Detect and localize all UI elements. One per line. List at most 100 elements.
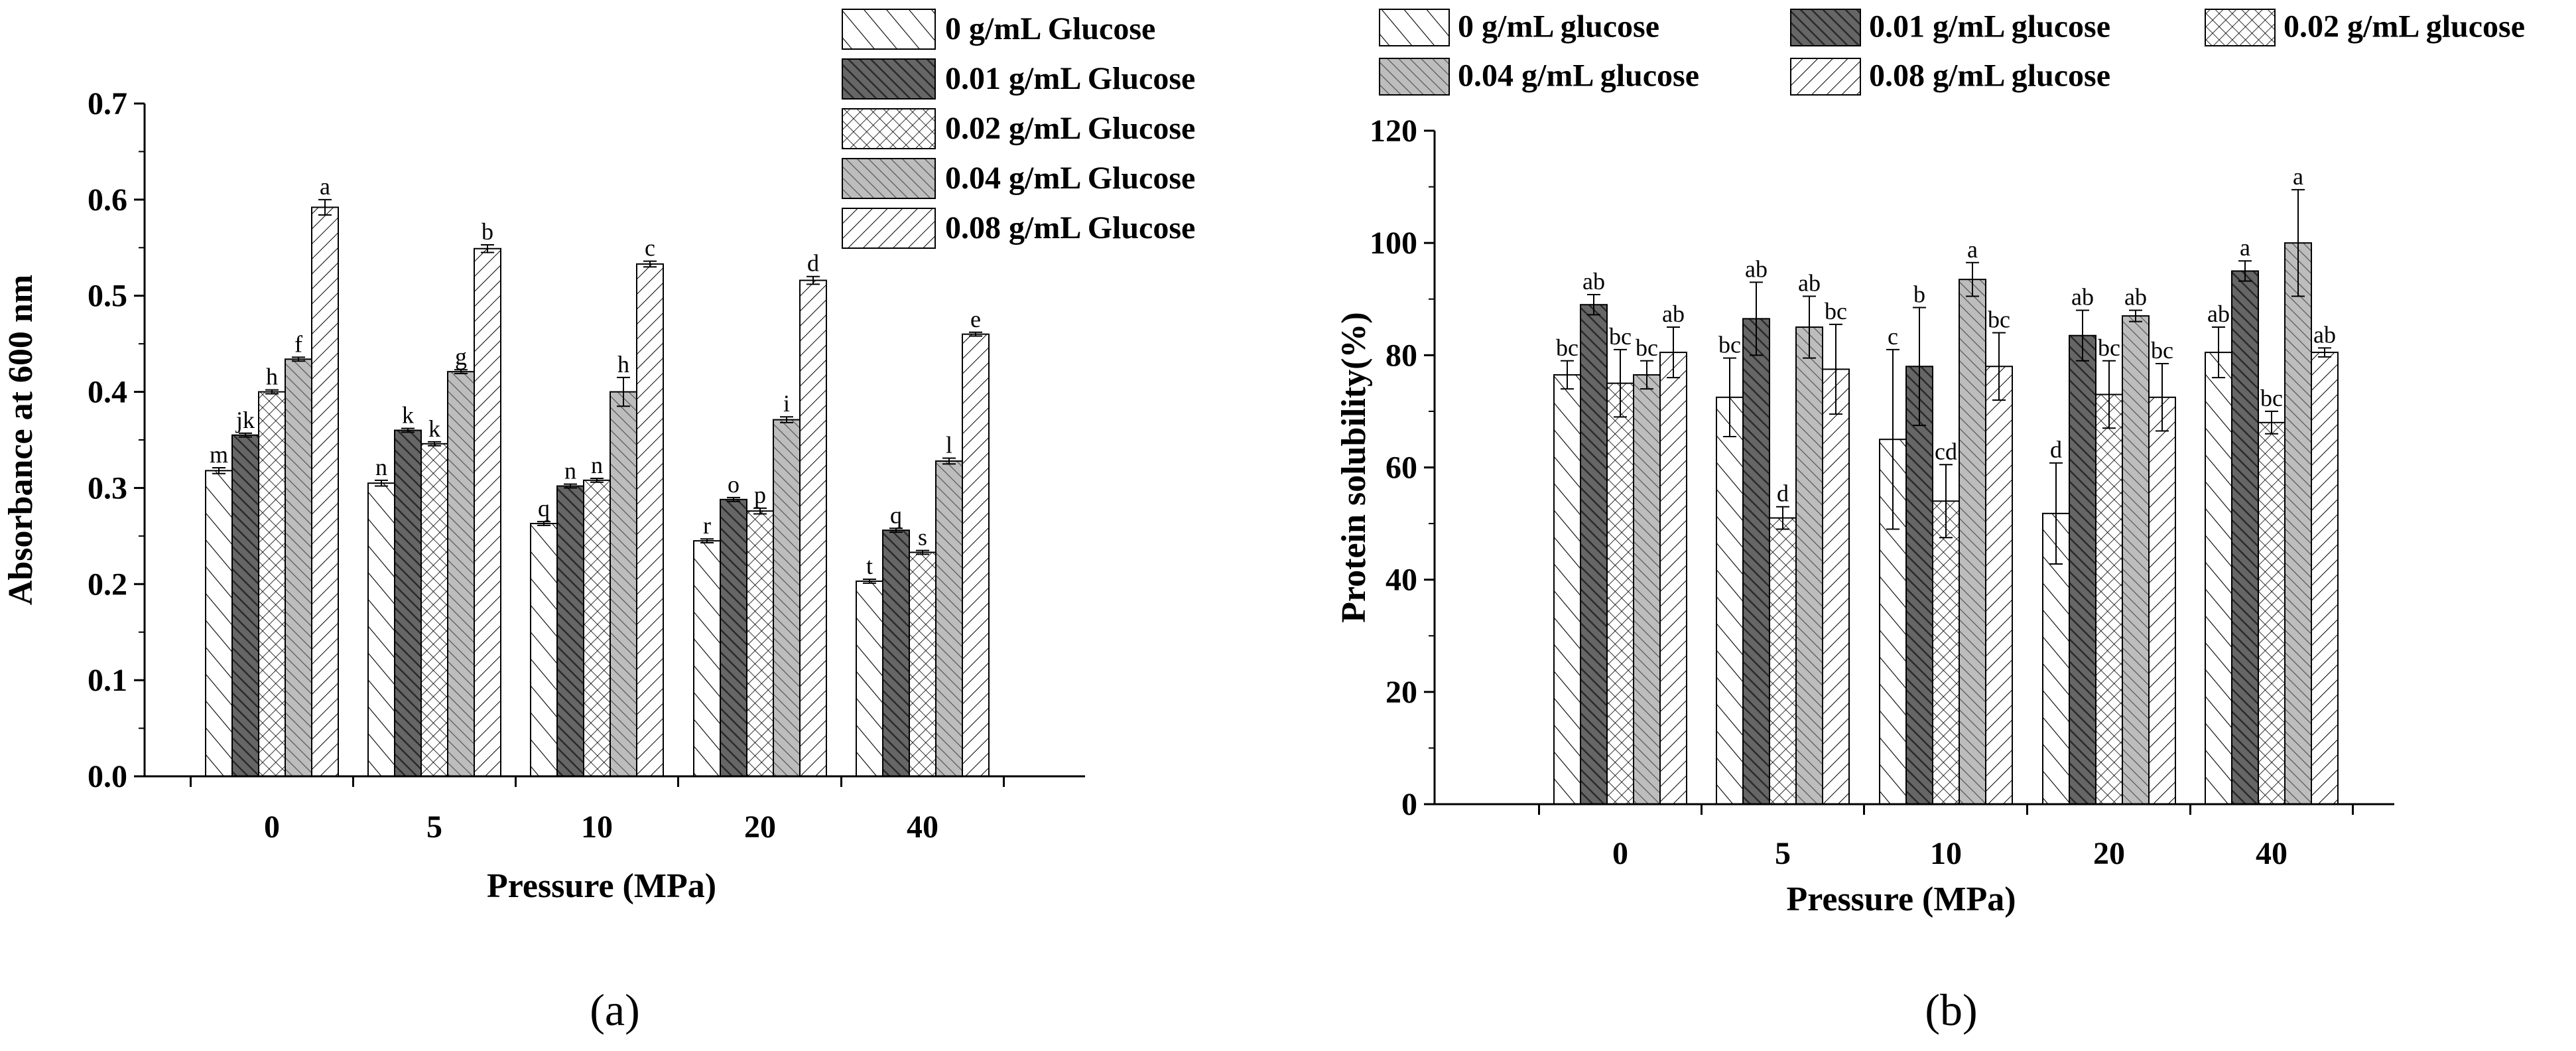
bar-0-04-g-ml-glucose-p0 [1633,374,1661,805]
legend-swatch [842,108,936,149]
x-tick-label: 0 [264,809,280,845]
y-tick-label: 60 [1385,451,1417,486]
significance-letter: b [1913,281,1925,307]
bar-0-08-g-ml-glucose-p40 [2311,352,2339,805]
significance-letter: a [2240,234,2250,261]
x-tick-label: 40 [2256,836,2287,871]
y-tick-label: 0.6 [88,182,127,218]
bar-0-g-ml-glucose-p40 [2205,352,2232,805]
bar-0-02-g-ml-glucose-p40 [2258,421,2286,805]
significance-letter: a [2293,163,2303,190]
significance-letter: h [617,351,629,378]
bar-0-08-g-ml-glucose-p0 [311,206,339,777]
bar-0-04-g-ml-glucose-p5 [1795,326,1823,805]
bar-0-08-g-ml-glucose-p20 [2148,396,2176,805]
y-tick-label: 0 [1401,787,1417,822]
bar-0-08-g-ml-glucose-p0 [1659,352,1687,805]
significance-letter: k [428,415,440,442]
significance-letter: d [1777,480,1789,507]
significance-letter: a [1967,236,1978,263]
significance-letter: n [564,458,576,484]
bar-0-04-g-ml-glucose-p10 [1959,279,1986,806]
legend-label: 0.01 g/mL Glucose [945,61,1195,96]
y-tick-label: 40 [1385,563,1417,598]
bar-0-04-g-ml-glucose-p10 [610,391,637,777]
bar-0-02-g-ml-glucose-p40 [909,551,936,777]
bar-0-01-g-ml-glucose-p40 [882,529,910,777]
significance-letter: k [402,402,414,429]
bar-0-01-g-ml-glucose-p0 [1580,304,1608,806]
bar-0-01-g-ml-glucose-p40 [2231,270,2259,806]
bar-0-02-g-ml-glucose-p20 [2095,393,2123,805]
bar-0-02-g-ml-glucose-p20 [746,510,774,777]
significance-letter: a [320,173,330,200]
x-tick-label: 5 [1775,836,1791,871]
x-tick-label: 20 [2093,836,2125,871]
bar-0-01-g-ml-glucose-p10 [556,485,584,777]
bar-0-g-ml-glucose-p10 [530,523,558,777]
bar-0-g-ml-glucose-p0 [205,470,233,778]
significance-letter: bc [1636,334,1658,361]
y-tick-label: 0.7 [88,86,127,121]
y-tick-label: 80 [1385,338,1417,373]
bar-0-g-ml-glucose-p5 [1716,396,1744,805]
significance-letter: l [946,432,952,458]
bar-0-01-g-ml-glucose-p0 [231,434,259,777]
bar-0-01-g-ml-glucose-p20 [720,498,747,777]
significance-letter: r [703,512,711,539]
y-tick-label: 20 [1385,675,1417,710]
bar-0-01-g-ml-glucose-p20 [2069,334,2096,805]
legend-swatch [1790,58,1861,96]
y-tick-label: 0.4 [88,375,127,410]
significance-letter: o [728,471,740,498]
bar-0-04-g-ml-glucose-p20 [2122,315,2150,805]
y-tick-label: 120 [1370,113,1417,149]
bar-0-02-g-ml-glucose-p10 [1932,500,1960,805]
panel-label: (b) [1925,985,1977,1035]
significance-letter: d [2050,437,2062,463]
significance-letter: bc [1609,323,1632,350]
x-tick-label: 20 [744,809,776,845]
significance-letter: bc [1718,332,1741,358]
y-tick-label: 0.2 [88,567,127,602]
significance-letter: bc [2098,334,2120,361]
significance-letter: bc [2151,337,2173,364]
bar-0-02-g-ml-glucose-p10 [583,479,611,778]
legend-label: 0.04 g/mL glucose [1458,58,1699,93]
significance-letter: bc [1825,298,1847,324]
significance-letter: bc [2260,385,2283,411]
x-tick-label: 10 [581,809,613,845]
bar-0-08-g-ml-glucose-p5 [474,247,501,777]
bar-0-01-g-ml-glucose-p5 [1742,318,1770,805]
significance-letter: s [918,524,927,551]
y-tick-label: 100 [1370,226,1417,261]
significance-letter: g [455,343,467,370]
bar-0-g-ml-glucose-p0 [1553,374,1581,805]
bar-0-g-ml-glucose-p20 [693,540,721,777]
x-tick-label: 0 [1612,836,1628,871]
legend-swatch [2205,9,2276,46]
significance-letter: h [266,364,278,390]
bar-0-02-g-ml-glucose-p0 [1606,382,1634,805]
legend-label: 0.08 g/mL Glucose [945,210,1195,245]
significance-letter: ab [2207,301,2230,327]
x-tick-label: 5 [426,809,442,845]
legend-swatch [1379,9,1450,46]
legend-label: 0.08 g/mL glucose [1869,58,2110,93]
significance-letter: m [210,441,228,468]
significance-letter: ab [2071,284,2094,311]
significance-letter: ab [1662,301,1685,327]
significance-letter: ab [2124,284,2147,311]
legend-swatch [1790,9,1861,46]
y-tick-label: 0.0 [88,759,127,794]
bar-0-g-ml-glucose-p5 [367,482,395,778]
x-tick-label: 10 [1930,836,1962,871]
x-tick-label: 40 [907,809,938,845]
y-axis-title: Absorbance at 600 nm [2,275,40,605]
bar-0-02-g-ml-glucose-p0 [258,391,286,777]
significance-letter: ab [2313,321,2336,348]
x-axis-title: Pressure (MPa) [487,867,716,905]
